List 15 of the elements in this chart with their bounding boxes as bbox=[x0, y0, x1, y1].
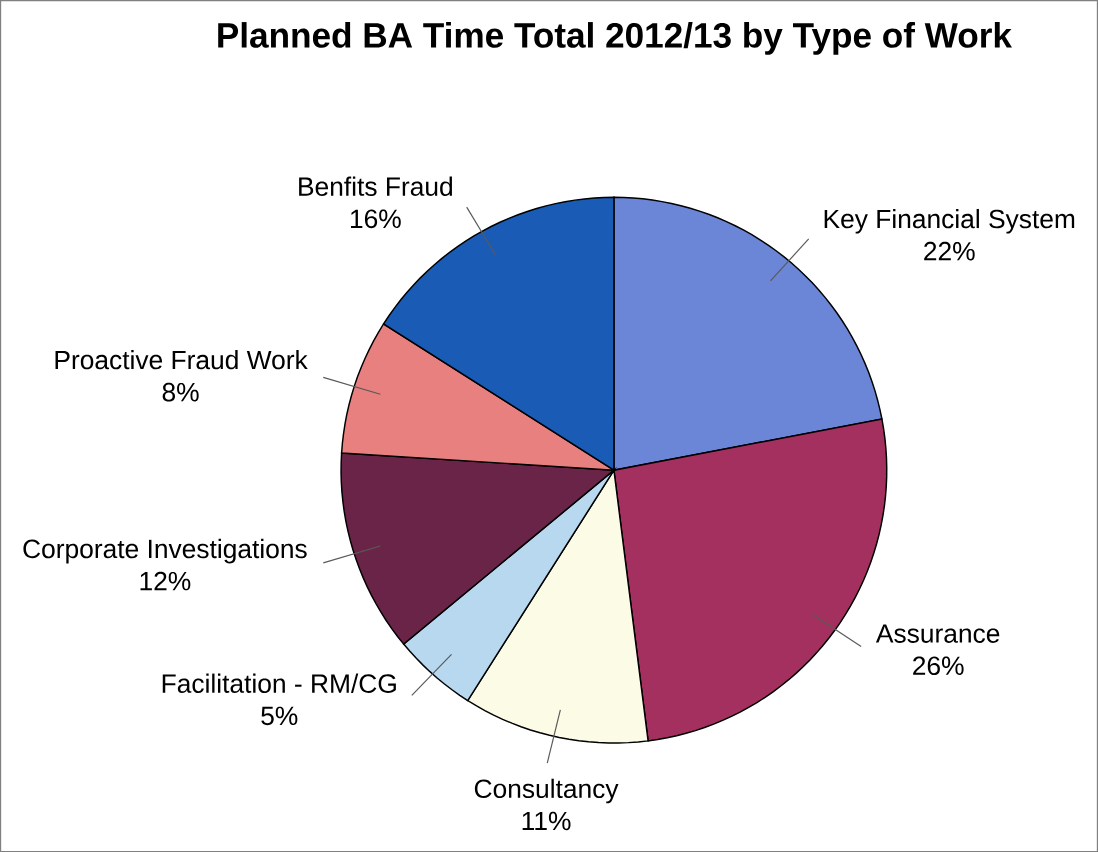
data-label: 11% bbox=[522, 811, 571, 831]
chart-title: Planned BA Time Total 2012/13 by Type of Work bbox=[218, 21, 1012, 55]
slice-label: Consultancy bbox=[474, 778, 619, 804]
slice-label: Corporate Investigations bbox=[23, 538, 307, 564]
data-label: 12% bbox=[140, 571, 191, 591]
data-label: 5% bbox=[261, 706, 298, 726]
data-label: 22% bbox=[924, 241, 975, 261]
slice-label: Proactive Fraud Work bbox=[55, 349, 308, 370]
data-label: 26% bbox=[913, 656, 964, 675]
slice-label: Benfits Fraud bbox=[299, 176, 452, 196]
data-label: 16% bbox=[350, 209, 401, 229]
slice-label: Facilitation - RM/CG bbox=[162, 673, 396, 693]
slice-label: Assurance bbox=[875, 624, 1000, 643]
slice-label: Key Financial System bbox=[824, 208, 1075, 234]
data-label: 8% bbox=[162, 382, 199, 402]
